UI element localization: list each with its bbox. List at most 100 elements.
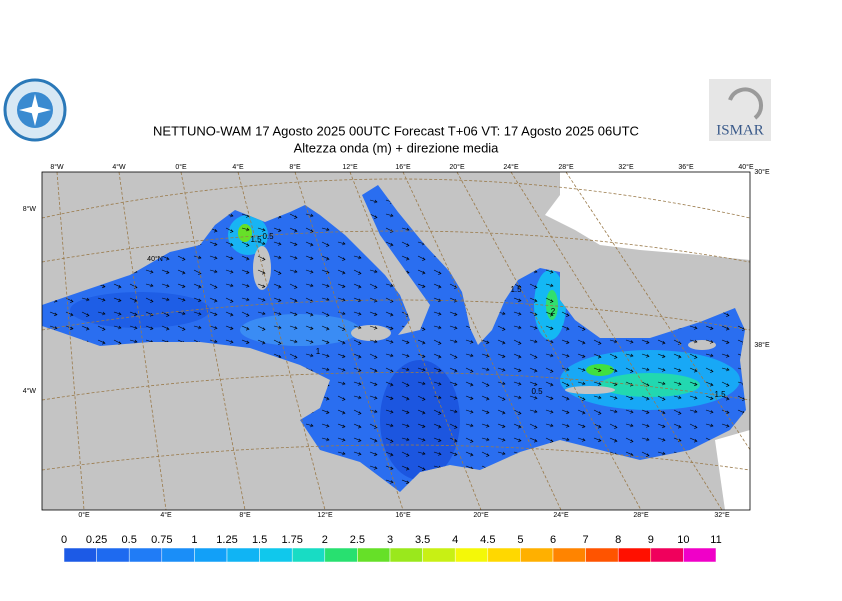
- lon-label-top: 4°E: [232, 163, 244, 171]
- direction-arrow: [513, 311, 522, 316]
- direction-arrow: [385, 423, 394, 428]
- lon-label-top: 20°E: [449, 163, 465, 171]
- direction-arrow: [497, 423, 506, 429]
- direction-arrow: [113, 339, 122, 345]
- colorbar-label: 8: [615, 534, 621, 546]
- direction-arrow: [657, 437, 666, 442]
- direction-arrow: [625, 353, 634, 358]
- direction-arrow: [289, 255, 298, 260]
- colorbar-label: 0.75: [151, 534, 172, 546]
- direction-arrow: [449, 451, 458, 457]
- direction-arrow: [273, 227, 282, 233]
- direction-arrow: [337, 423, 346, 429]
- direction-arrow: [593, 437, 602, 443]
- direction-arrow: [257, 339, 266, 345]
- direction-arrow: [529, 409, 538, 414]
- direction-arrow: [449, 325, 458, 330]
- direction-arrow: [689, 353, 698, 359]
- direction-arrow: [577, 437, 586, 442]
- direction-arrow: [161, 269, 170, 275]
- direction-arrow: [545, 423, 554, 428]
- direction-arrow: [417, 465, 426, 471]
- direction-arrow: [225, 339, 234, 344]
- direction-arrow: [689, 395, 698, 400]
- direction-arrow: [721, 339, 730, 345]
- direction-arrow: [337, 451, 346, 456]
- direction-arrow: [433, 325, 442, 330]
- direction-arrow: [385, 381, 394, 387]
- direction-arrow: [513, 409, 522, 415]
- direction-arrow: [273, 311, 282, 316]
- colorbar-swatch: [650, 547, 684, 563]
- direction-arrow: [593, 409, 602, 415]
- direction-arrow: [209, 339, 218, 344]
- colorbar-swatch: [357, 547, 391, 563]
- direction-arrow: [241, 283, 250, 288]
- direction-arrow: [721, 325, 730, 331]
- direction-arrow: [321, 269, 330, 275]
- colorbar-swatch: [291, 547, 326, 563]
- direction-arrow: [465, 367, 474, 373]
- label-right: 30°E: [754, 168, 770, 176]
- direction-arrow: [257, 297, 266, 302]
- direction-arrow: [353, 367, 362, 373]
- direction-arrow: [401, 353, 410, 358]
- colorbar-label: 4: [452, 534, 458, 546]
- direction-arrow: [353, 283, 362, 289]
- direction-arrow: [417, 255, 426, 261]
- direction-arrow: [625, 437, 634, 443]
- colorbar-label: 10: [677, 534, 689, 546]
- direction-arrow: [673, 409, 682, 415]
- colorbar-label: 1.25: [216, 534, 237, 546]
- direction-arrow: [593, 339, 602, 345]
- logo-left: [3, 78, 67, 142]
- direction-arrow: [241, 269, 250, 275]
- direction-arrow: [241, 255, 250, 261]
- direction-arrow: [241, 227, 250, 232]
- direction-arrow: [305, 241, 314, 247]
- direction-arrow: [561, 409, 570, 415]
- direction-arrow: [337, 395, 346, 401]
- direction-arrow: [177, 297, 186, 302]
- direction-arrow: [289, 325, 298, 330]
- direction-arrow: [161, 283, 170, 288]
- direction-arrow: [433, 423, 442, 429]
- direction-arrow: [481, 451, 490, 457]
- direction-arrow: [145, 297, 154, 303]
- direction-arrow: [353, 437, 362, 443]
- direction-arrow: [353, 325, 362, 330]
- direction-arrow: [417, 451, 426, 456]
- direction-arrow: [369, 199, 378, 204]
- direction-arrow: [385, 451, 394, 457]
- direction-arrow: [529, 381, 538, 387]
- direction-arrow: [337, 409, 346, 415]
- direction-arrow: [577, 325, 586, 331]
- direction-arrow: [417, 367, 426, 372]
- direction-arrow: [529, 437, 538, 443]
- direction-arrow: [321, 339, 330, 345]
- direction-arrow: [417, 339, 426, 345]
- direction-arrow: [305, 269, 314, 274]
- colorbar-swatch: [96, 547, 130, 563]
- direction-arrow: [577, 409, 586, 415]
- direction-arrow: [273, 339, 282, 345]
- direction-arrow: [385, 241, 394, 247]
- direction-arrow: [433, 311, 442, 316]
- direction-arrow: [353, 409, 362, 415]
- direction-arrow: [673, 339, 682, 345]
- direction-arrow: [113, 297, 122, 303]
- direction-arrow: [465, 339, 474, 344]
- direction-arrow: [481, 367, 490, 372]
- direction-arrow: [529, 339, 538, 344]
- direction-arrow: [305, 423, 314, 428]
- direction-arrow: [273, 241, 282, 246]
- direction-arrow: [449, 339, 458, 344]
- direction-arrow: [209, 311, 218, 317]
- direction-arrow: [337, 241, 346, 246]
- direction-arrow: [145, 283, 154, 288]
- direction-arrow: [593, 423, 602, 429]
- direction-arrow: [225, 283, 234, 288]
- direction-arrow: [449, 395, 458, 400]
- direction-arrow: [305, 213, 314, 218]
